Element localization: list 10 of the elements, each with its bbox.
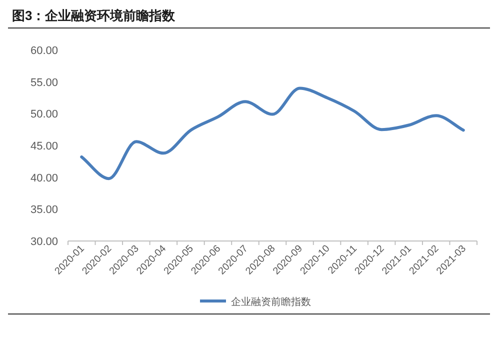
- y-tick-label: 45.00: [30, 140, 58, 152]
- legend-label: 企业融资前瞻指数: [231, 296, 311, 308]
- y-tick-label: 55.00: [30, 76, 58, 89]
- y-tick-label: 60.00: [30, 45, 58, 57]
- y-tick-label: 40.00: [30, 172, 58, 184]
- y-tick-label: 50.00: [30, 108, 58, 121]
- y-tick-label: 35.00: [30, 204, 58, 216]
- chart-title: 图3：企业融资环境前瞻指数: [12, 8, 176, 23]
- y-tick-label: 30.00: [30, 236, 58, 248]
- line-series: [80, 86, 465, 180]
